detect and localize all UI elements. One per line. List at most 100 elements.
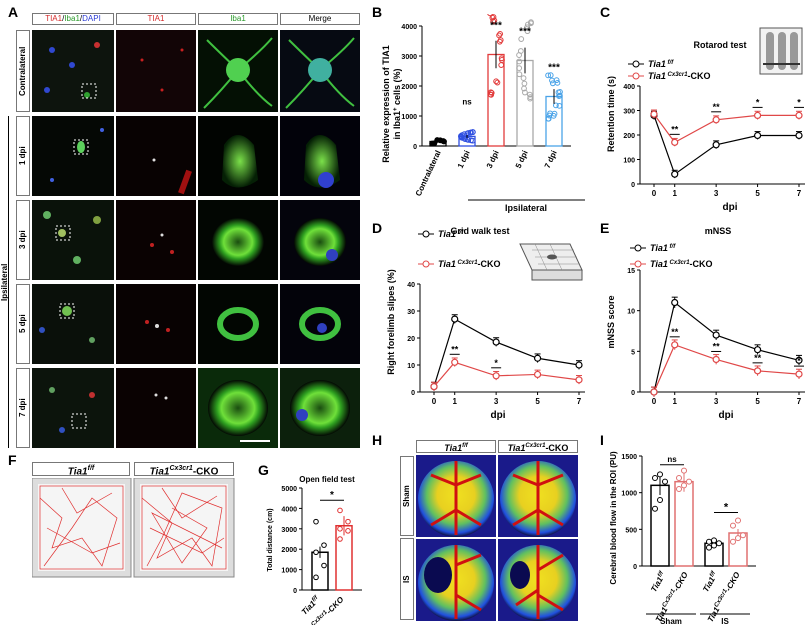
d-ytick-label: 20 — [407, 336, 415, 343]
micro-row-7dpi — [49, 380, 350, 442]
header-tia1: TIA1 — [116, 13, 196, 25]
i-sig-sham: ns — [667, 455, 677, 464]
chart-c-marks: **** * * — [650, 97, 804, 179]
b-point — [469, 129, 476, 136]
panel-letter-b: B — [372, 4, 383, 20]
e-point — [753, 367, 762, 375]
i-point — [657, 471, 663, 478]
b-point — [524, 28, 531, 35]
ipsilateral-side-label: Ipsilateral — [0, 263, 9, 301]
i-point — [676, 486, 682, 492]
i-ytick-label: 1500 — [621, 454, 637, 461]
g-point — [345, 518, 351, 525]
i-bar — [674, 480, 694, 567]
chart-d-xlabel: dpi — [491, 410, 506, 421]
b-point — [497, 37, 504, 43]
i-point — [730, 538, 736, 545]
c-point — [650, 110, 658, 118]
c-sig: ** — [713, 102, 721, 112]
b-point — [487, 14, 493, 17]
d-series-line — [433, 361, 580, 387]
b-point — [526, 91, 533, 98]
legend-e-series-1: Tia1 f/f — [650, 243, 676, 253]
micro-row-3dpi — [43, 211, 346, 266]
i-point — [740, 532, 746, 539]
track-ff — [39, 485, 124, 570]
i-point — [652, 475, 658, 481]
b-xtick-label: 7 dpi — [543, 149, 559, 170]
b-point — [545, 115, 552, 122]
b-point — [520, 75, 527, 82]
e-xtick-label: 5 — [755, 397, 760, 406]
d-xtick-label: 5 — [535, 397, 540, 406]
c-ytick-label: 100 — [623, 158, 635, 165]
e-sig: ** — [754, 353, 762, 363]
b-ytick-label: 1000 — [401, 114, 417, 121]
header-iba1: Iba1 — [198, 13, 278, 25]
g-point — [345, 528, 351, 534]
chart-b-ylabel-1: Relative expression of TIA1 — [381, 45, 391, 163]
e-sig: ** — [671, 327, 679, 337]
b-point — [497, 30, 504, 37]
d-point — [430, 383, 438, 391]
b-point — [489, 14, 496, 21]
row-label-1dpi: 1 dpi — [18, 146, 27, 166]
e-sig: ** — [713, 341, 721, 351]
chart-d-legend: Tia1 f/f Tia1 Cx3cr1-CKO — [418, 229, 501, 269]
i-point — [735, 535, 741, 542]
i-point — [686, 478, 692, 485]
e-point — [795, 370, 803, 378]
i-point — [711, 537, 717, 544]
b-point — [549, 77, 555, 84]
i-ytick-label: 500 — [625, 527, 637, 534]
e-xtick-label: 7 — [797, 397, 802, 406]
b-point — [487, 91, 494, 98]
panel-letter-i: I — [600, 432, 604, 448]
b-ytick-label: 0 — [413, 144, 417, 151]
panel-letter-d: D — [372, 220, 383, 236]
e-point — [650, 388, 658, 396]
track-cko — [141, 485, 227, 570]
g-point — [337, 536, 343, 542]
h-row-label-sham: Sham — [402, 485, 411, 507]
b-point — [431, 140, 438, 147]
panel-h-label-cko: Tia1Cx3cr1-CKO — [498, 440, 578, 453]
i-point — [681, 482, 687, 489]
panel-h-label-ff: Tia1f/f — [416, 440, 496, 453]
row-box-5dpi — [16, 284, 30, 364]
c-xtick-label: 5 — [755, 189, 760, 198]
b-point — [488, 89, 495, 96]
b-point — [527, 94, 534, 101]
b-xtick-label: 1 dpi — [456, 149, 472, 170]
chart-d-marks: *** — [430, 314, 583, 391]
ipsilateral-bracket — [8, 116, 9, 448]
micro-row-5dpi — [39, 303, 341, 343]
chart-d: Grid walk test Right forelimb slipes (%)… — [386, 226, 585, 421]
b-point — [555, 89, 562, 96]
chart-c-ylabel: Retention time (s) — [606, 76, 616, 152]
d-point — [451, 315, 459, 323]
i-point — [662, 478, 668, 485]
b-ytick-label: 3000 — [401, 54, 417, 61]
header-merge-channels: TIA1/Iba1/DAPI — [32, 13, 114, 25]
b-sig: *** — [490, 21, 502, 32]
i-point — [706, 538, 712, 545]
g-ytick-label: 4000 — [281, 506, 297, 513]
c-point — [712, 141, 720, 149]
d-point — [492, 338, 500, 346]
b-xtick-label: Contralateral — [414, 149, 443, 198]
chart-e-ylabel: mNSS score — [606, 295, 616, 348]
b-ytick-label: 4000 — [401, 24, 417, 31]
b-point — [440, 138, 447, 144]
micro-row-contralateral — [44, 37, 355, 109]
e-xtick-label: 0 — [652, 397, 657, 406]
b-point — [528, 19, 534, 26]
chart-d-title: Grid walk test — [450, 226, 509, 236]
d-point — [492, 372, 500, 380]
chart-g-xlabel-1: Tia1f/f — [300, 594, 322, 616]
i-sig-is: * — [724, 501, 729, 513]
b-point — [496, 32, 502, 39]
panel-letter-c: C — [600, 4, 611, 20]
g-point — [313, 549, 319, 556]
